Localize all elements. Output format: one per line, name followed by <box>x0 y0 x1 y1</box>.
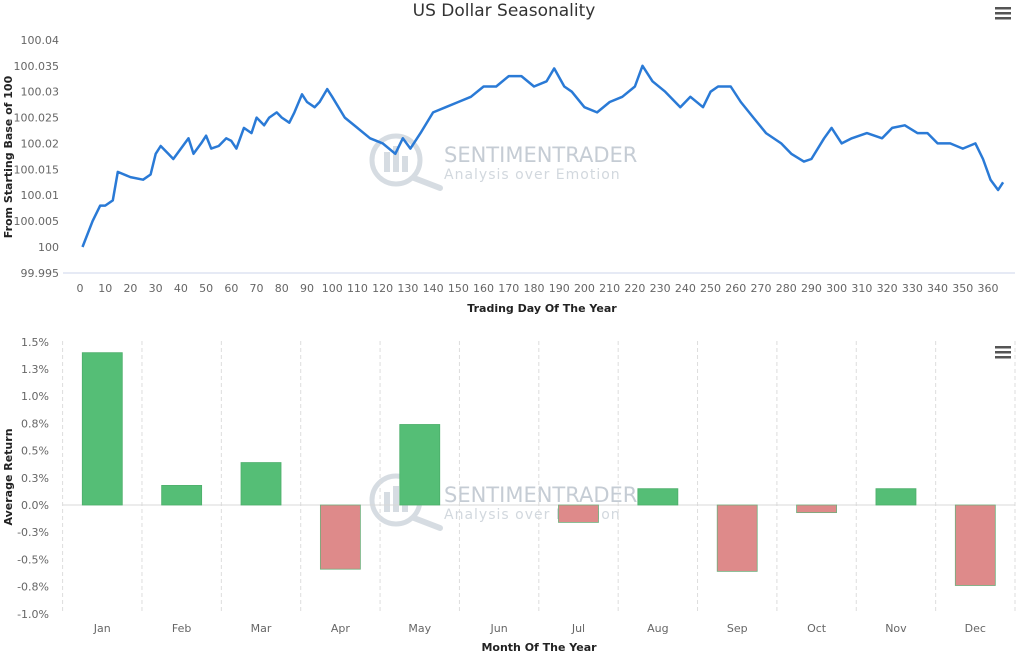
y-tick-label: 100.035 <box>14 60 60 73</box>
x-tick-label: 160 <box>473 282 494 295</box>
x-tick-label: 180 <box>524 282 545 295</box>
bar-may[interactable] <box>399 424 441 506</box>
y-tick-label: 1.5% <box>21 336 49 349</box>
x-tick-label: 10 <box>98 282 112 295</box>
x-tick-label: 360 <box>978 282 999 295</box>
bar-feb[interactable] <box>161 485 203 506</box>
x-tick-label: Aug <box>647 622 668 635</box>
x-tick-label: 270 <box>751 282 772 295</box>
hamburger-menu-icon[interactable] <box>995 7 1011 20</box>
x-tick-label: 150 <box>448 282 469 295</box>
watermark-brand: SENTIMENTRADER <box>444 483 637 507</box>
bar-jan[interactable] <box>81 352 123 506</box>
bar-apr[interactable] <box>319 504 361 570</box>
x-tick-label: 110 <box>347 282 368 295</box>
x-tick-label: 0 <box>77 282 84 295</box>
bar-oct[interactable] <box>796 504 837 514</box>
y-tick-label: 100.005 <box>14 215 60 228</box>
x-tick-label: Dec <box>965 622 986 635</box>
x-tick-label: 60 <box>224 282 238 295</box>
y-tick-label: 100.03 <box>21 86 60 99</box>
y-tick-label: 100.04 <box>21 34 60 47</box>
x-tick-label: 20 <box>123 282 137 295</box>
x-tick-label: 190 <box>549 282 570 295</box>
x-tick-label: Sep <box>727 622 748 635</box>
y-tick-label: 1.3% <box>21 363 49 376</box>
y-tick-label: 99.995 <box>21 267 60 280</box>
bar-aug[interactable] <box>637 488 679 506</box>
x-tick-label: Mar <box>251 622 272 635</box>
x-tick-label: 210 <box>599 282 620 295</box>
x-tick-label: 260 <box>725 282 746 295</box>
x-tick-label: 70 <box>250 282 264 295</box>
x-tick-label: 40 <box>174 282 188 295</box>
x-tick-label: 120 <box>372 282 393 295</box>
x-tick-label: Jul <box>571 622 585 635</box>
hamburger-menu-icon[interactable] <box>995 346 1011 359</box>
y-tick-label: 100.015 <box>14 163 60 176</box>
x-tick-label: 90 <box>300 282 314 295</box>
x-tick-label: Apr <box>331 622 351 635</box>
x-tick-label: 170 <box>498 282 519 295</box>
x-tick-label: 340 <box>927 282 948 295</box>
y-tick-label: -0.5% <box>17 553 49 566</box>
x-tick-label: 310 <box>851 282 872 295</box>
line-y-axis-title: From Starting Base of 100 <box>2 75 15 238</box>
x-tick-label: 130 <box>397 282 418 295</box>
x-tick-label: 50 <box>199 282 213 295</box>
y-tick-label: 0.8% <box>21 417 49 430</box>
x-tick-label: Feb <box>172 622 191 635</box>
y-tick-label: 100.01 <box>21 189 60 202</box>
y-tick-label: -0.8% <box>17 581 49 594</box>
y-tick-label: -1.0% <box>17 608 49 621</box>
chart-title: US Dollar Seasonality <box>413 1 596 21</box>
x-tick-label: Jan <box>93 622 111 635</box>
x-tick-label: 220 <box>624 282 645 295</box>
x-tick-label: 100 <box>322 282 343 295</box>
y-tick-label: 1.0% <box>21 390 49 403</box>
bar-x-axis-title: Month Of The Year <box>481 641 597 654</box>
x-tick-label: May <box>408 622 431 635</box>
x-tick-label: 230 <box>650 282 671 295</box>
watermark-tagline: Analysis over Emotion <box>444 167 621 183</box>
x-tick-label: 140 <box>423 282 444 295</box>
x-tick-label: 290 <box>801 282 822 295</box>
watermark-brand: SENTIMENTRADER <box>444 143 637 167</box>
y-tick-label: 0.0% <box>21 499 49 512</box>
bar-jul[interactable] <box>558 504 599 523</box>
bar-dec[interactable] <box>954 504 996 586</box>
x-tick-label: Jun <box>490 622 508 635</box>
x-tick-label: 320 <box>877 282 898 295</box>
bar-mar[interactable] <box>240 462 282 506</box>
y-tick-label: -0.3% <box>17 526 49 539</box>
bar-sep[interactable] <box>716 504 758 572</box>
x-tick-label: 30 <box>149 282 163 295</box>
y-tick-label: 100.02 <box>21 137 60 150</box>
series-line-us-dollar[interactable] <box>81 64 1005 248</box>
line-x-axis-title: Trading Day Of The Year <box>467 302 617 315</box>
x-tick-label: 240 <box>675 282 696 295</box>
x-tick-label: Oct <box>807 622 827 635</box>
bar-nov[interactable] <box>875 488 917 506</box>
bar-y-axis-title: Average Return <box>2 428 15 525</box>
x-tick-label: 330 <box>902 282 923 295</box>
x-tick-label: 80 <box>275 282 289 295</box>
x-tick-label: Nov <box>885 622 907 635</box>
x-tick-label: 350 <box>952 282 973 295</box>
y-tick-label: 100.025 <box>14 112 60 125</box>
x-tick-label: 200 <box>574 282 595 295</box>
x-tick-label: 300 <box>826 282 847 295</box>
x-tick-label: 250 <box>700 282 721 295</box>
y-tick-label: 0.3% <box>21 472 49 485</box>
y-tick-label: 0.5% <box>21 445 49 458</box>
x-tick-label: 280 <box>776 282 797 295</box>
y-tick-label: 100 <box>38 241 59 254</box>
